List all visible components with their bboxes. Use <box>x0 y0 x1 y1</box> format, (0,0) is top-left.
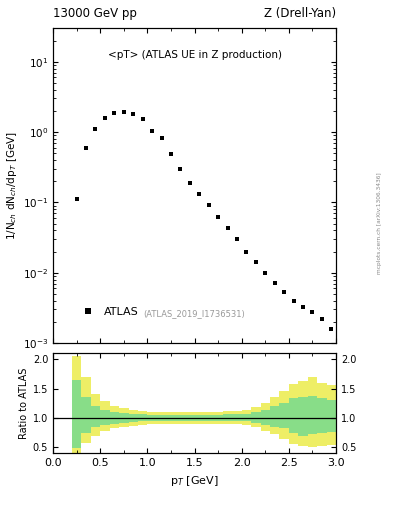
Legend: ATLAS: ATLAS <box>73 303 143 322</box>
Bar <box>232 411 242 424</box>
ATLAS <box>244 248 249 254</box>
Bar <box>185 415 195 421</box>
Text: (ATLAS_2019_I1736531): (ATLAS_2019_I1736531) <box>144 309 245 318</box>
Bar <box>298 397 308 436</box>
ATLAS <box>159 135 164 141</box>
ATLAS <box>187 180 192 186</box>
ATLAS <box>235 236 239 242</box>
Bar <box>270 406 279 428</box>
Bar <box>317 398 327 433</box>
Bar <box>91 394 100 436</box>
Bar <box>213 415 223 421</box>
Line: ATLAS: ATLAS <box>74 110 334 331</box>
Text: 13000 GeV pp: 13000 GeV pp <box>53 7 137 20</box>
Bar <box>251 408 261 428</box>
Bar <box>129 414 138 422</box>
Bar <box>289 398 298 433</box>
Bar <box>317 382 327 446</box>
ATLAS <box>216 214 220 220</box>
ATLAS <box>329 326 334 332</box>
Bar <box>166 412 176 424</box>
Bar <box>72 356 81 453</box>
Text: <pT> (ATLAS UE in Z production): <pT> (ATLAS UE in Z production) <box>108 50 281 60</box>
Bar <box>298 381 308 446</box>
Bar <box>91 406 100 428</box>
ATLAS <box>253 260 258 266</box>
ATLAS <box>320 316 324 322</box>
Bar <box>308 396 317 434</box>
Bar <box>147 415 157 421</box>
Bar <box>129 410 138 426</box>
Bar <box>147 412 157 424</box>
Y-axis label: Ratio to ATLAS: Ratio to ATLAS <box>18 368 29 439</box>
Bar <box>279 402 289 429</box>
ATLAS <box>291 297 296 304</box>
ATLAS <box>206 202 211 208</box>
Bar <box>72 380 81 449</box>
ATLAS <box>272 280 277 286</box>
Bar <box>327 400 336 432</box>
Text: Z (Drell-Yan): Z (Drell-Yan) <box>264 7 336 20</box>
Bar <box>138 411 147 425</box>
Bar <box>176 412 185 424</box>
ATLAS <box>225 225 230 231</box>
Bar <box>100 410 110 425</box>
ATLAS <box>121 110 126 116</box>
Bar <box>223 411 232 424</box>
ATLAS <box>93 126 98 132</box>
ATLAS <box>150 127 154 134</box>
ATLAS <box>140 116 145 122</box>
Bar <box>213 412 223 424</box>
Bar <box>242 414 251 421</box>
Text: mcplots.cern.ch [arXiv:1306.3436]: mcplots.cern.ch [arXiv:1306.3436] <box>377 173 382 274</box>
Bar <box>166 415 176 421</box>
Bar <box>261 402 270 431</box>
Bar <box>223 414 232 421</box>
Bar <box>119 413 129 422</box>
Bar <box>110 406 119 429</box>
ATLAS <box>263 270 268 276</box>
Bar <box>327 385 336 445</box>
Bar <box>251 412 261 422</box>
Bar <box>232 414 242 421</box>
ATLAS <box>197 191 202 198</box>
Bar <box>100 401 110 431</box>
ATLAS <box>301 304 305 310</box>
Bar <box>185 412 195 424</box>
Bar <box>110 412 119 424</box>
Bar <box>308 377 317 447</box>
ATLAS <box>282 289 286 295</box>
ATLAS <box>74 197 79 203</box>
Bar <box>204 415 213 421</box>
ATLAS <box>103 115 107 121</box>
Bar <box>119 409 129 428</box>
Bar <box>157 412 166 424</box>
Bar <box>204 412 213 424</box>
Bar <box>157 415 166 421</box>
Bar <box>138 414 147 421</box>
Bar <box>195 415 204 421</box>
Y-axis label: 1/N$_{ch}$ dN$_{ch}$/dp$_T$ [GeV]: 1/N$_{ch}$ dN$_{ch}$/dp$_T$ [GeV] <box>5 131 18 240</box>
ATLAS <box>131 111 136 117</box>
X-axis label: p$_T$ [GeV]: p$_T$ [GeV] <box>170 474 219 487</box>
Bar <box>195 412 204 424</box>
Bar <box>279 391 289 439</box>
Bar <box>242 410 251 425</box>
Bar <box>270 397 279 434</box>
ATLAS <box>112 110 117 116</box>
Bar <box>261 410 270 425</box>
ATLAS <box>310 309 315 315</box>
Bar <box>289 384 298 444</box>
Bar <box>176 415 185 421</box>
Bar <box>81 377 91 442</box>
Bar <box>81 397 91 433</box>
ATLAS <box>178 166 183 172</box>
ATLAS <box>169 152 173 158</box>
ATLAS <box>84 144 88 151</box>
